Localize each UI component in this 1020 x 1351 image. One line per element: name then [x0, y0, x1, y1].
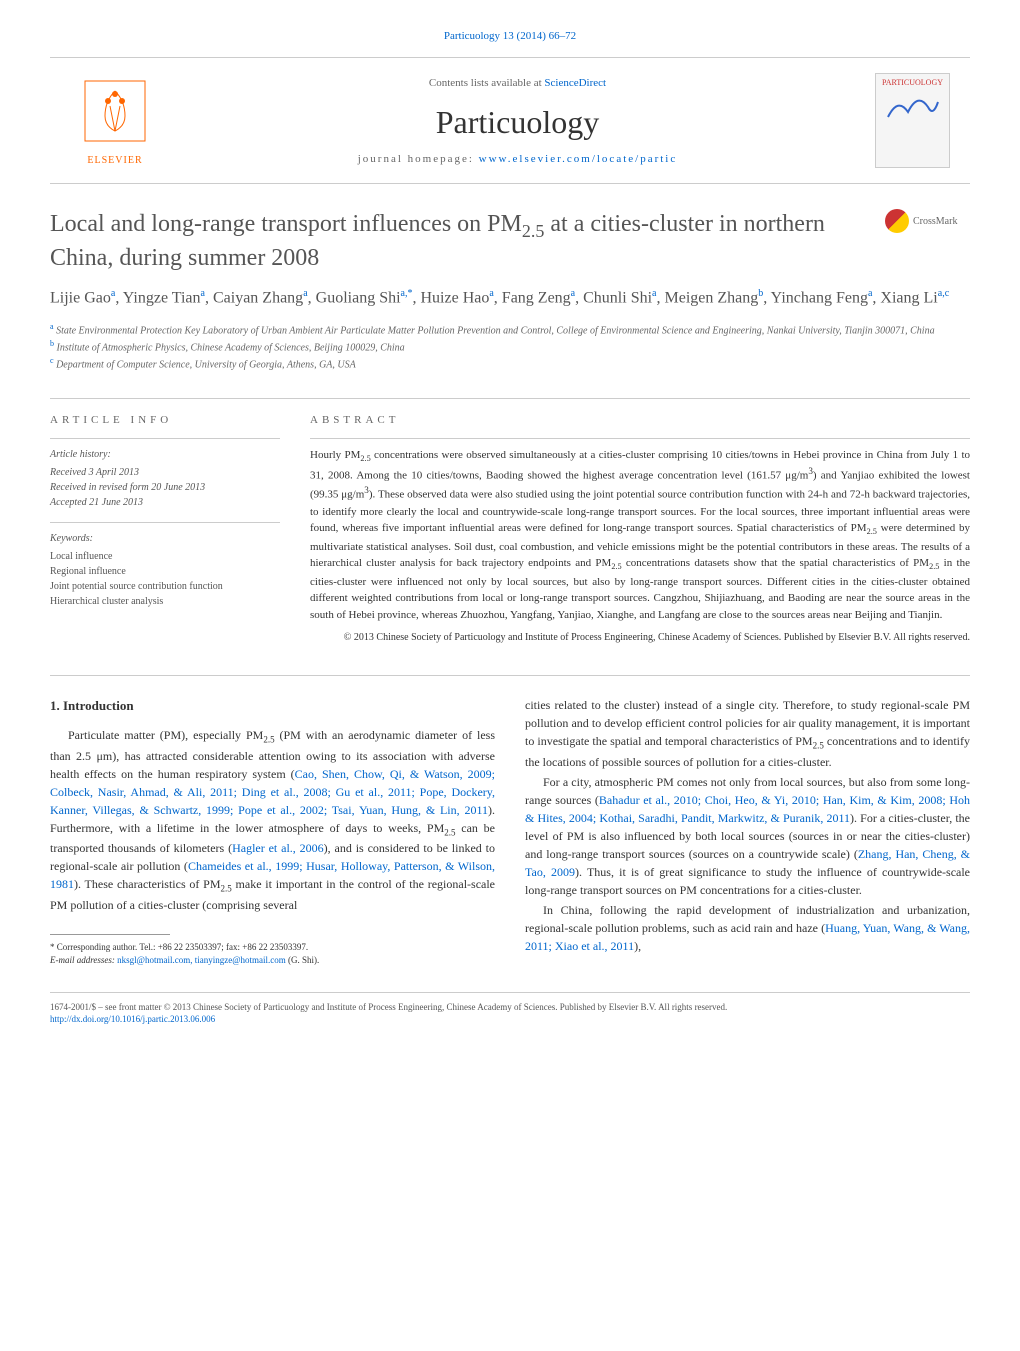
history-line: Received 3 April 2013 [50, 465, 280, 480]
elsevier-logo: ELSEVIER [70, 76, 160, 166]
homepage-link[interactable]: www.elsevier.com/locate/partic [479, 153, 678, 165]
keywords-title: Keywords: [50, 531, 280, 546]
affiliations: a State Environmental Protection Key Lab… [50, 321, 970, 373]
journal-center: Contents lists available at ScienceDirec… [160, 77, 875, 165]
history-title: Article history: [50, 447, 280, 462]
history-line: Received in revised form 20 June 2013 [50, 480, 280, 495]
crossmark-badge[interactable]: CrossMark [885, 209, 970, 233]
journal-cover-thumbnail: PARTICUOLOGY [875, 73, 950, 168]
cover-graphic-icon [883, 87, 943, 127]
article-header: Local and long-range transport influence… [50, 209, 970, 373]
article-title: Local and long-range transport influence… [50, 209, 870, 274]
info-abstract-row: ARTICLE INFO Article history: Received 3… [50, 398, 970, 646]
body-column-right: cities related to the cluster) instead o… [525, 696, 970, 966]
body-paragraph: For a city, atmospheric PM comes not onl… [525, 773, 970, 899]
article-info-heading: ARTICLE INFO [50, 414, 280, 426]
history-line: Accepted 21 June 2013 [50, 495, 280, 510]
footnote-separator [50, 934, 170, 935]
section-number: 1. [50, 698, 60, 713]
contents-line: Contents lists available at ScienceDirec… [160, 77, 875, 89]
abstract-text: Hourly PM2.5 concentrations were observe… [310, 438, 970, 624]
elsevier-tree-icon [80, 76, 150, 146]
keyword-line: Hierarchical cluster analysis [50, 594, 280, 609]
corresponding-author-footnote: * Corresponding author. Tel.: +86 22 235… [50, 941, 495, 966]
abstract-heading: ABSTRACT [310, 414, 970, 426]
body-column-left: 1. Introduction Particulate matter (PM),… [50, 696, 495, 966]
affiliation-line: c Department of Computer Science, Univer… [50, 355, 970, 372]
contents-prefix: Contents lists available at [429, 77, 544, 89]
email-label: E-mail addresses: [50, 955, 115, 965]
body-paragraph: In China, following the rapid developmen… [525, 901, 970, 955]
keyword-line: Regional influence [50, 564, 280, 579]
article-history-block: Article history: Received 3 April 2013Re… [50, 438, 280, 510]
article-info-column: ARTICLE INFO Article history: Received 3… [50, 414, 280, 646]
journal-header: ELSEVIER Contents lists available at Sci… [50, 57, 970, 184]
sciencedirect-link[interactable]: ScienceDirect [544, 77, 606, 89]
keyword-line: Joint potential source contribution func… [50, 579, 280, 594]
doi-link[interactable]: http://dx.doi.org/10.1016/j.partic.2013.… [50, 1014, 215, 1024]
crossmark-label: CrossMark [913, 216, 957, 227]
abstract-column: ABSTRACT Hourly PM2.5 concentrations wer… [310, 414, 970, 646]
corr-author-line: * Corresponding author. Tel.: +86 22 235… [50, 941, 495, 954]
citation-header: Particuology 13 (2014) 66–72 [50, 30, 970, 42]
affiliation-line: a State Environmental Protection Key Lab… [50, 321, 970, 338]
abstract-copyright: © 2013 Chinese Society of Particuology a… [310, 631, 970, 645]
elsevier-text: ELSEVIER [70, 155, 160, 166]
email-links[interactable]: nksgl@hotmail.com, tianyingze@hotmail.co… [117, 955, 286, 965]
affiliation-line: b Institute of Atmospheric Physics, Chin… [50, 338, 970, 355]
page-footer: 1674-2001/$ – see front matter © 2013 Ch… [50, 992, 970, 1026]
email-suffix: (G. Shi). [288, 955, 319, 965]
journal-title: Particuology [160, 104, 875, 141]
section-title: Introduction [63, 698, 134, 713]
authors-list: Lijie Gaoa, Yingze Tiana, Caiyan Zhanga,… [50, 286, 970, 310]
body-paragraph: Particulate matter (PM), especially PM2.… [50, 726, 495, 915]
body-two-column: 1. Introduction Particulate matter (PM),… [50, 675, 970, 966]
crossmark-icon [885, 209, 909, 233]
cover-title: PARTICUOLOGY [880, 78, 945, 87]
homepage-prefix: journal homepage: [358, 153, 479, 165]
issn-line: 1674-2001/$ – see front matter © 2013 Ch… [50, 1001, 970, 1014]
body-paragraph: cities related to the cluster) instead o… [525, 696, 970, 771]
homepage-line: journal homepage: www.elsevier.com/locat… [160, 153, 875, 165]
section-heading: 1. Introduction [50, 696, 495, 716]
keyword-line: Local influence [50, 549, 280, 564]
keywords-block: Keywords: Local influenceRegional influe… [50, 522, 280, 609]
